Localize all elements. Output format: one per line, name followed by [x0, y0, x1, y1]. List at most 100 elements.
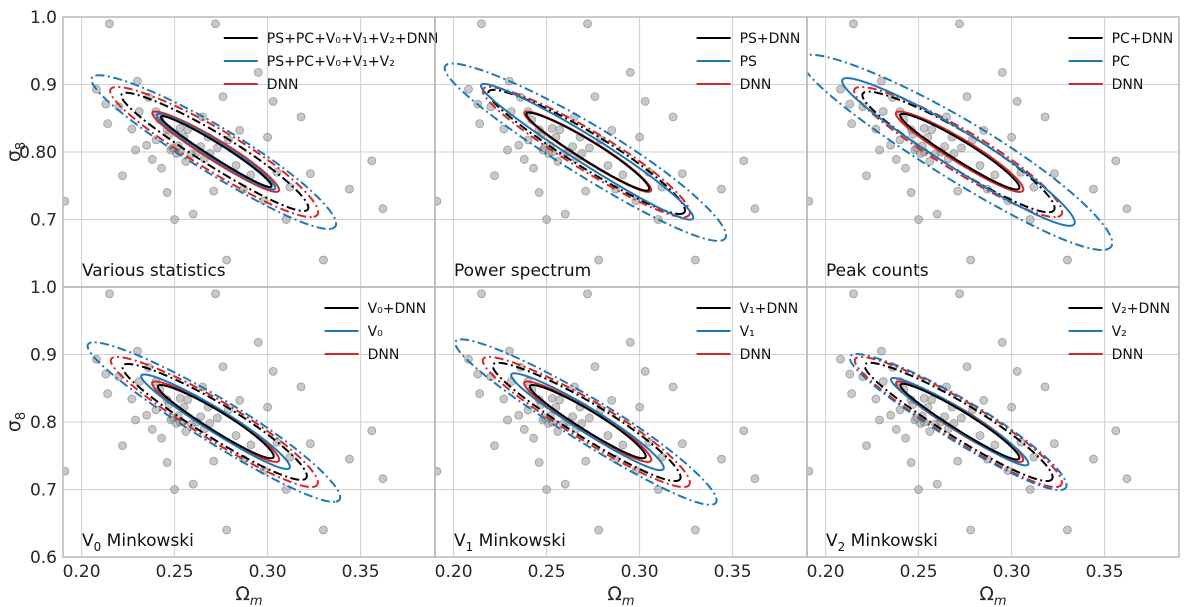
x-tick-label: 0.30: [993, 562, 1031, 582]
scatter-point: [932, 479, 942, 489]
scatter-point: [1111, 426, 1121, 436]
scatter-point: [691, 255, 700, 265]
legend: PS+DNN PS DNN: [696, 31, 800, 93]
scatter-point: [583, 289, 592, 299]
scatter-point: [1089, 454, 1098, 464]
scatter-point: [750, 204, 760, 214]
scatter-point: [919, 393, 929, 403]
scatter-point: [477, 19, 486, 29]
contour-black-95: [863, 361, 1054, 483]
scatter-point: [1025, 485, 1035, 494]
scatter-point: [514, 140, 524, 150]
scatter-point: [211, 289, 220, 299]
scatter-point: [1012, 96, 1022, 106]
legend-label: V₁+DNN: [740, 301, 799, 317]
scatter-point: [318, 525, 328, 535]
scatter-point: [914, 485, 923, 494]
scatter-point: [895, 405, 905, 415]
scatter-point: [1029, 182, 1039, 192]
scatter-point: [807, 466, 814, 476]
scatter-point: [235, 125, 245, 135]
scatter-point: [475, 119, 485, 129]
scatter-point: [581, 456, 591, 466]
scatter-point: [966, 255, 976, 265]
scatter-point: [63, 466, 70, 476]
scatter-point: [901, 433, 910, 443]
scatter-point: [212, 413, 222, 423]
scatter-point: [464, 84, 473, 94]
y-tick-label: 0.7: [30, 481, 57, 501]
legend-label: DNN: [740, 77, 772, 93]
contour-red-68: [894, 110, 1025, 193]
scatter-point: [188, 479, 198, 489]
scatter-point: [668, 382, 678, 392]
legend-label: V₁: [740, 324, 755, 340]
contour-red-68: [523, 380, 653, 463]
scatter-point: [925, 427, 935, 436]
scatter-point: [503, 145, 512, 155]
scatter-point: [878, 107, 888, 116]
scatter-point: [653, 485, 663, 494]
scatter-point: [717, 184, 726, 194]
scatter-point: [285, 182, 295, 192]
scatter-point: [263, 402, 273, 412]
scatter-point: [862, 171, 871, 181]
scatter-point: [906, 188, 916, 197]
contour-blue-95: [454, 338, 718, 506]
scatter-point: [281, 485, 291, 494]
scatter-point: [583, 19, 592, 29]
scatter-point: [131, 145, 140, 155]
scatter-point: [63, 196, 70, 206]
scatter-point: [263, 132, 273, 142]
scatter-point: [519, 425, 529, 434]
panel-title-text: Minkowski: [845, 531, 938, 551]
scatter-point: [990, 170, 1000, 180]
scatter-point: [542, 485, 551, 494]
panel-title: Peak counts: [826, 261, 929, 281]
legend-label: DNN: [1112, 77, 1144, 93]
scatter-point: [590, 92, 600, 102]
panel-title-prefix: V: [826, 531, 838, 551]
scatter-point: [932, 209, 942, 219]
scatter-point: [594, 255, 604, 265]
x-tick-label: 0.20: [807, 562, 845, 582]
plot-area: [63, 19, 388, 265]
x-tick-label: 0.35: [714, 562, 752, 582]
scatter-point: [640, 366, 650, 376]
scatter-point: [739, 156, 749, 166]
panel-title-sub: 1: [466, 540, 474, 554]
legend: PC+DNN PC DNN: [1068, 31, 1173, 93]
contour-blue-68: [140, 373, 291, 470]
panel-title: V1 Minkowski: [454, 531, 566, 554]
panel-1: Various statisticsPS+PC+V₀+V₁+V₂+DNNPS+P…: [62, 16, 438, 288]
scatter-point: [101, 369, 111, 379]
scatter-point: [435, 466, 442, 476]
scatter-point: [891, 155, 901, 164]
scatter-point: [147, 425, 157, 434]
scatter-point: [966, 525, 976, 535]
x-tick-label: 0.20: [435, 562, 473, 582]
scatter-point: [1049, 169, 1059, 179]
legend: V₂+DNN V₂ DNN: [1068, 301, 1170, 363]
scatter-point: [435, 196, 442, 206]
scatter-point: [1007, 132, 1016, 142]
scatter-point: [668, 112, 678, 122]
contour-red-95: [109, 85, 320, 219]
plot-area: [807, 19, 1132, 265]
scatter-point: [1029, 452, 1039, 462]
scatter-point: [268, 96, 278, 106]
scatter-point: [519, 155, 529, 164]
scatter-point: [836, 84, 845, 94]
scatter-point: [677, 439, 687, 449]
contour-black-68: [525, 111, 651, 192]
scatter-point: [581, 186, 591, 196]
scatter-point: [547, 123, 557, 133]
contour-blue-68: [890, 376, 1030, 467]
scatter-point: [962, 92, 972, 102]
scatter-point: [625, 337, 635, 347]
scatter-point: [105, 289, 114, 299]
legend: V₀+DNN V₀ DNN: [324, 301, 426, 363]
scatter-point: [157, 163, 166, 173]
y-axis-label: σ8: [3, 412, 29, 432]
scatter-point: [231, 161, 241, 170]
